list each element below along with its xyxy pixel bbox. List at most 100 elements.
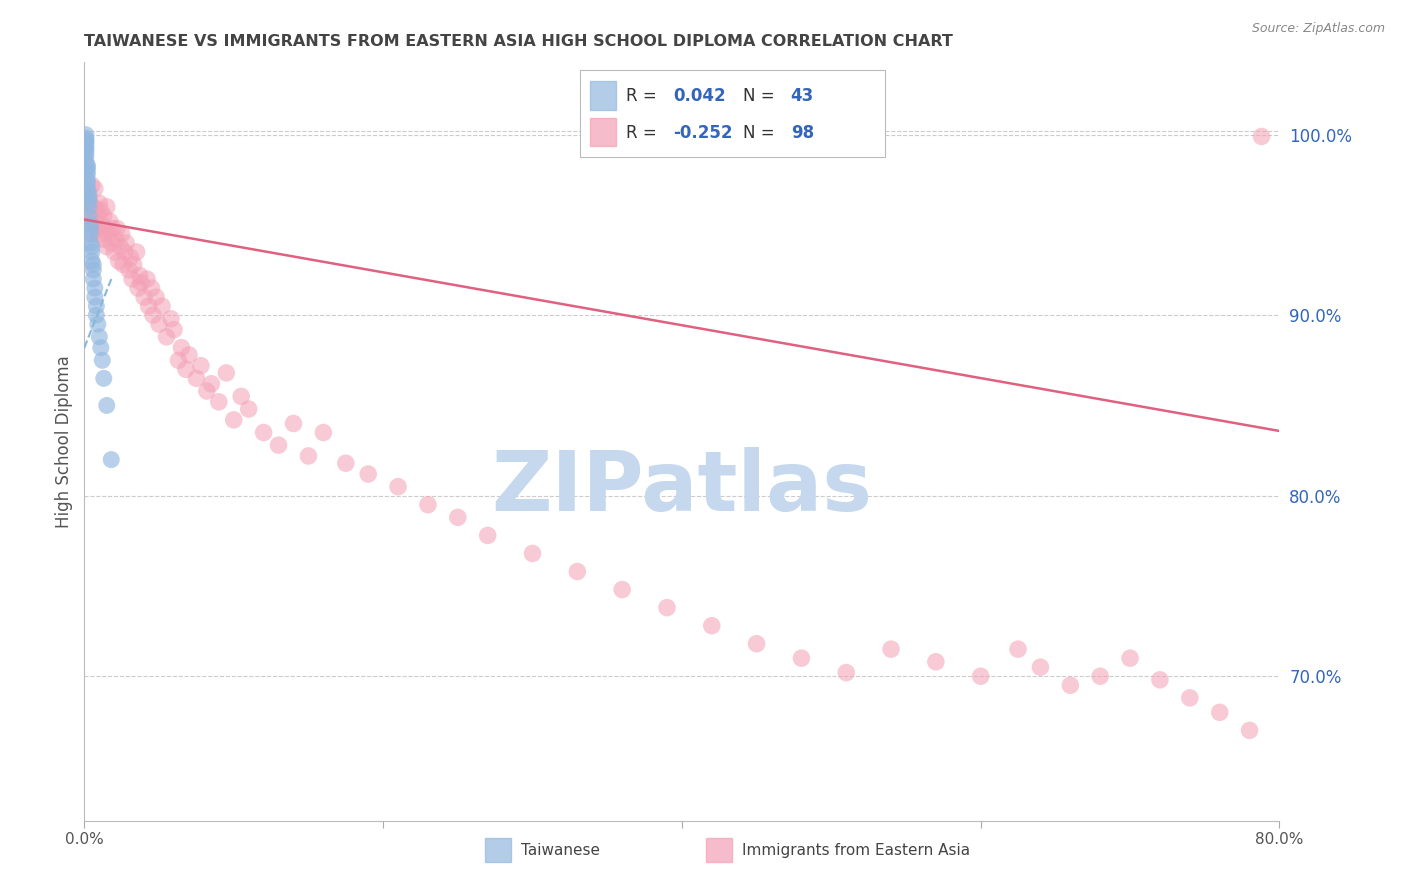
Point [86, 299, 108, 313]
Point [87, 317, 110, 331]
Y-axis label: High School Diploma: High School Diploma [55, 355, 73, 528]
FancyBboxPatch shape [485, 838, 510, 863]
Point [567, 565, 589, 579]
Point [1178, 690, 1201, 705]
Point [89, 227, 111, 241]
Point [89, 330, 111, 344]
Point [82, 263, 104, 277]
Point [97, 227, 120, 241]
Point [416, 498, 439, 512]
Point [75, 149, 97, 163]
Point [835, 665, 858, 680]
Point [83, 290, 105, 304]
Point [76, 209, 98, 223]
Point [118, 263, 141, 277]
Point [104, 232, 127, 246]
Point [145, 290, 167, 304]
Point [111, 227, 134, 241]
Point [447, 510, 470, 524]
Point [283, 417, 305, 431]
Point [76, 158, 98, 172]
Point [76, 163, 98, 178]
Point [110, 239, 132, 253]
Point [75, 133, 97, 147]
Point [80, 239, 103, 253]
Point [77, 191, 100, 205]
FancyBboxPatch shape [706, 838, 733, 863]
Point [93, 371, 115, 385]
Point [100, 452, 122, 467]
Point [82, 227, 104, 241]
Text: N =: N = [742, 124, 780, 142]
Text: 0.042: 0.042 [673, 87, 725, 105]
Point [83, 214, 105, 228]
FancyBboxPatch shape [591, 81, 616, 110]
Point [312, 425, 335, 440]
Point [200, 376, 222, 391]
Point [98, 214, 121, 228]
Point [1209, 706, 1232, 720]
Text: 98: 98 [790, 124, 814, 142]
Point [103, 244, 125, 259]
Point [335, 456, 357, 470]
Point [170, 341, 193, 355]
Text: ZIPatlas: ZIPatlas [492, 447, 872, 527]
Point [163, 323, 186, 337]
Point [127, 281, 149, 295]
Point [77, 186, 100, 200]
Point [115, 235, 138, 250]
Point [90, 203, 112, 218]
Point [880, 642, 903, 657]
Point [76, 182, 98, 196]
Point [141, 281, 163, 295]
Point [186, 371, 208, 385]
Point [253, 425, 276, 440]
FancyBboxPatch shape [581, 70, 886, 157]
Point [75, 136, 97, 151]
Point [79, 203, 101, 218]
Point [790, 651, 813, 665]
Point [357, 467, 380, 481]
Point [267, 438, 290, 452]
Point [208, 394, 231, 409]
Point [75, 131, 97, 145]
Point [77, 194, 100, 209]
Point [142, 308, 165, 322]
Point [238, 402, 260, 417]
Point [612, 582, 634, 597]
Point [87, 209, 110, 223]
Point [655, 600, 678, 615]
Point [970, 669, 993, 683]
Point [80, 254, 103, 268]
Point [167, 353, 190, 368]
Point [1007, 642, 1029, 657]
Point [1090, 669, 1112, 683]
Point [121, 272, 143, 286]
Text: 43: 43 [790, 87, 814, 105]
Point [297, 449, 319, 463]
Point [86, 221, 108, 235]
Point [1029, 660, 1052, 674]
Point [79, 221, 101, 235]
Point [96, 399, 118, 413]
FancyBboxPatch shape [591, 118, 616, 146]
Point [177, 348, 200, 362]
Point [114, 244, 136, 259]
Point [76, 177, 98, 191]
Text: R =: R = [626, 124, 662, 142]
Point [120, 251, 142, 265]
Point [150, 299, 173, 313]
Point [76, 173, 98, 187]
Text: N =: N = [742, 87, 780, 105]
Point [215, 366, 238, 380]
Point [129, 276, 152, 290]
Point [75, 154, 97, 169]
Text: -0.252: -0.252 [673, 124, 733, 142]
Point [136, 272, 159, 286]
Point [222, 413, 245, 427]
Point [79, 196, 101, 211]
Point [82, 200, 104, 214]
Point [79, 227, 101, 241]
Point [77, 209, 100, 223]
Point [82, 258, 104, 272]
